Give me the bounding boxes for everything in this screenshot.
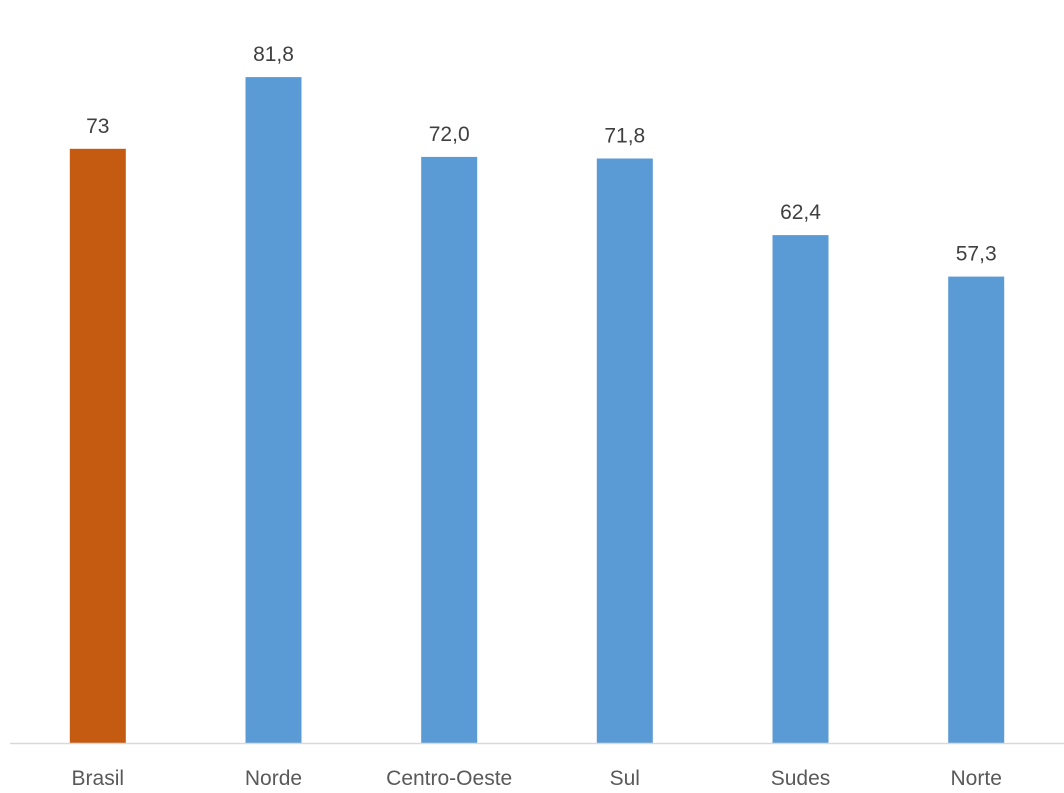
bar-norte <box>948 276 1005 743</box>
value-label-norte: 57,3 <box>956 243 997 266</box>
x-tick-label-sudes: Sudes <box>771 767 831 790</box>
value-label-norde: 81,8 <box>253 43 294 66</box>
x-tick-labels-group: Brasil Norde Centro-Oeste Sul Sudes Norte <box>72 767 1002 790</box>
bar-sudes <box>772 235 829 743</box>
bar-sul <box>596 158 653 743</box>
value-labels-group: 73 81,8 72,0 71,8 62,4 57,3 <box>86 43 997 266</box>
x-tick-label-sul: Sul <box>610 767 640 790</box>
bar-norde <box>245 77 302 744</box>
x-tick-label-norde: Norde <box>245 767 302 790</box>
value-label-centro-oeste: 72,0 <box>429 123 470 146</box>
value-label-sudes: 62,4 <box>780 201 821 224</box>
bars-group <box>69 77 1005 744</box>
value-label-brasil: 73 <box>86 115 109 138</box>
x-tick-label-norte: Norte <box>951 767 1002 790</box>
x-tick-label-centro-oeste: Centro-Oeste <box>386 767 512 790</box>
bar-brasil <box>69 148 126 744</box>
value-label-sul: 71,8 <box>604 125 645 148</box>
x-tick-label-brasil: Brasil <box>72 767 125 790</box>
bar-centro-oeste <box>421 156 478 743</box>
